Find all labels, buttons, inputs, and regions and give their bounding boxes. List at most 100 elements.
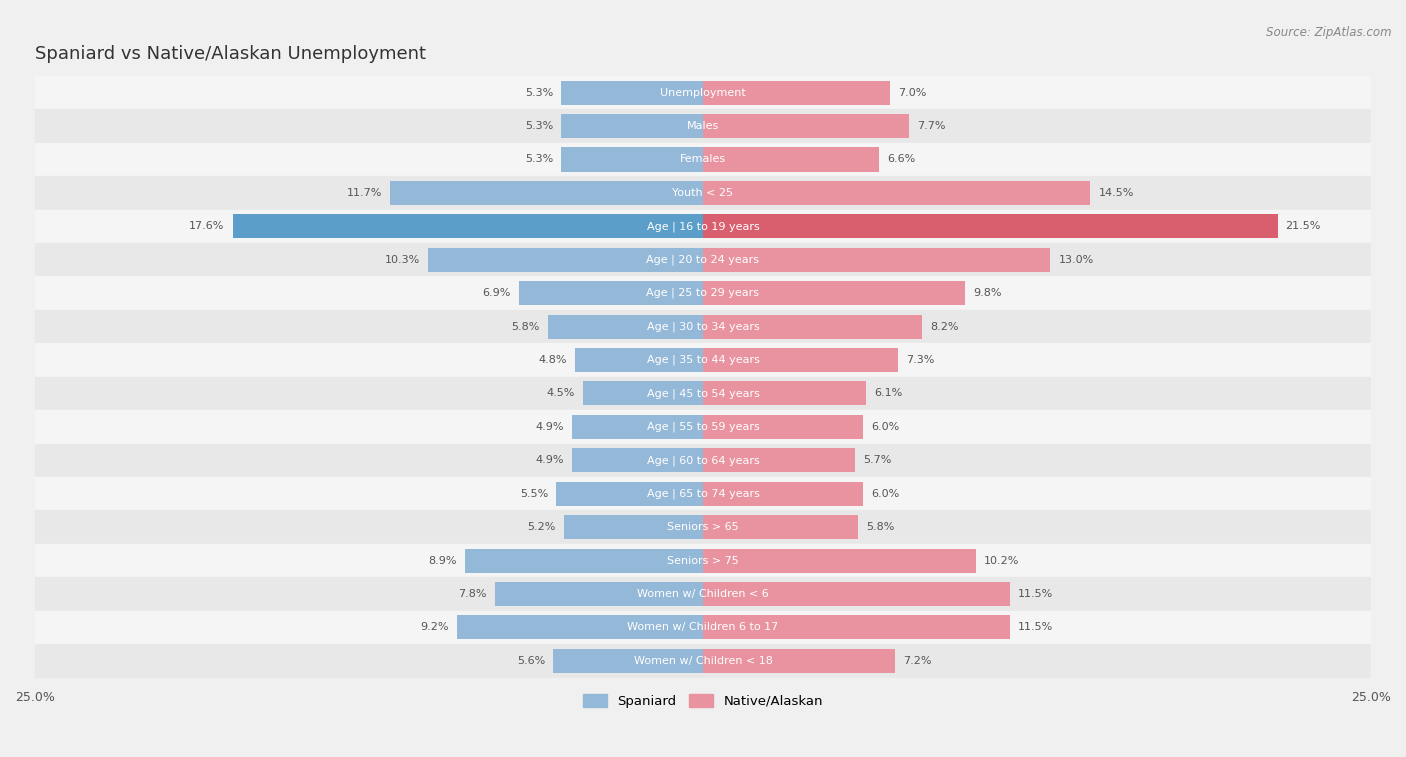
Text: 10.2%: 10.2% [984, 556, 1019, 565]
Text: 9.2%: 9.2% [420, 622, 449, 632]
Bar [703, 81, 890, 104]
Text: 5.8%: 5.8% [512, 322, 540, 332]
Text: 4.5%: 4.5% [547, 388, 575, 398]
Text: Youth < 25: Youth < 25 [672, 188, 734, 198]
Text: 5.3%: 5.3% [524, 88, 554, 98]
Bar [465, 549, 703, 572]
Bar [703, 181, 1091, 205]
Bar [35, 444, 1371, 477]
Text: 6.1%: 6.1% [875, 388, 903, 398]
Text: 4.8%: 4.8% [538, 355, 567, 365]
Bar [35, 578, 1371, 611]
Text: 4.9%: 4.9% [536, 455, 564, 466]
Text: 6.0%: 6.0% [872, 489, 900, 499]
Text: Age | 25 to 29 years: Age | 25 to 29 years [647, 288, 759, 298]
Bar [561, 148, 703, 172]
Text: Males: Males [688, 121, 718, 131]
Bar [35, 210, 1371, 243]
Bar [703, 515, 858, 539]
Text: Age | 45 to 54 years: Age | 45 to 54 years [647, 388, 759, 399]
Bar [427, 248, 703, 272]
Text: Seniors > 65: Seniors > 65 [668, 522, 738, 532]
Text: 10.3%: 10.3% [384, 255, 420, 265]
Bar [35, 410, 1371, 444]
Text: Women w/ Children 6 to 17: Women w/ Children 6 to 17 [627, 622, 779, 632]
Bar [35, 344, 1371, 377]
Bar [703, 582, 1011, 606]
Text: 11.5%: 11.5% [1018, 622, 1053, 632]
Text: 14.5%: 14.5% [1098, 188, 1133, 198]
Bar [703, 214, 1278, 238]
Text: 6.6%: 6.6% [887, 154, 915, 164]
Bar [35, 176, 1371, 210]
Bar [572, 448, 703, 472]
Text: 7.2%: 7.2% [904, 656, 932, 666]
Bar [457, 615, 703, 640]
Bar [564, 515, 703, 539]
Text: 13.0%: 13.0% [1059, 255, 1094, 265]
Text: Source: ZipAtlas.com: Source: ZipAtlas.com [1267, 26, 1392, 39]
Text: 7.7%: 7.7% [917, 121, 945, 131]
Text: Spaniard vs Native/Alaskan Unemployment: Spaniard vs Native/Alaskan Unemployment [35, 45, 426, 64]
Bar [519, 281, 703, 305]
Bar [35, 310, 1371, 344]
Bar [35, 611, 1371, 644]
Bar [561, 81, 703, 104]
Bar [555, 481, 703, 506]
Text: Age | 60 to 64 years: Age | 60 to 64 years [647, 455, 759, 466]
Bar [703, 248, 1050, 272]
Bar [703, 481, 863, 506]
Text: Age | 30 to 34 years: Age | 30 to 34 years [647, 322, 759, 332]
Bar [35, 143, 1371, 176]
Bar [703, 415, 863, 439]
Text: 8.2%: 8.2% [931, 322, 959, 332]
Text: 17.6%: 17.6% [190, 221, 225, 232]
Bar [703, 348, 898, 372]
Bar [35, 510, 1371, 544]
Legend: Spaniard, Native/Alaskan: Spaniard, Native/Alaskan [578, 689, 828, 713]
Text: Women w/ Children < 18: Women w/ Children < 18 [634, 656, 772, 666]
Text: 5.3%: 5.3% [524, 121, 554, 131]
Text: 5.6%: 5.6% [517, 656, 546, 666]
Bar [35, 76, 1371, 109]
Text: Age | 16 to 19 years: Age | 16 to 19 years [647, 221, 759, 232]
Bar [35, 477, 1371, 510]
Text: Age | 65 to 74 years: Age | 65 to 74 years [647, 488, 759, 499]
Bar [548, 315, 703, 338]
Bar [582, 382, 703, 406]
Text: 5.2%: 5.2% [527, 522, 555, 532]
Bar [703, 148, 879, 172]
Bar [495, 582, 703, 606]
Bar [35, 109, 1371, 143]
Text: 4.9%: 4.9% [536, 422, 564, 431]
Bar [35, 243, 1371, 276]
Text: 21.5%: 21.5% [1285, 221, 1320, 232]
Bar [572, 415, 703, 439]
Text: Age | 55 to 59 years: Age | 55 to 59 years [647, 422, 759, 432]
Bar [561, 114, 703, 138]
Text: 8.9%: 8.9% [429, 556, 457, 565]
Text: 11.5%: 11.5% [1018, 589, 1053, 599]
Bar [703, 649, 896, 673]
Bar [391, 181, 703, 205]
Bar [232, 214, 703, 238]
Text: 6.0%: 6.0% [872, 422, 900, 431]
Bar [35, 276, 1371, 310]
Text: 9.8%: 9.8% [973, 288, 1001, 298]
Text: 7.8%: 7.8% [458, 589, 486, 599]
Text: 5.8%: 5.8% [866, 522, 894, 532]
Text: 7.3%: 7.3% [905, 355, 935, 365]
Text: 5.5%: 5.5% [520, 489, 548, 499]
Text: 11.7%: 11.7% [347, 188, 382, 198]
Text: Age | 35 to 44 years: Age | 35 to 44 years [647, 355, 759, 366]
Text: Seniors > 75: Seniors > 75 [666, 556, 740, 565]
Bar [703, 382, 866, 406]
Text: Unemployment: Unemployment [661, 88, 745, 98]
Bar [703, 615, 1011, 640]
Bar [35, 377, 1371, 410]
Text: Females: Females [681, 154, 725, 164]
Text: Age | 20 to 24 years: Age | 20 to 24 years [647, 254, 759, 265]
Bar [703, 114, 908, 138]
Bar [703, 315, 922, 338]
Bar [35, 544, 1371, 578]
